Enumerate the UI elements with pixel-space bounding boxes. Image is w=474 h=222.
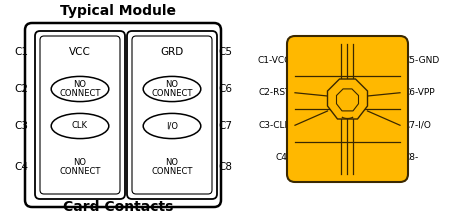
Text: GRD: GRD [160,47,183,57]
Text: C4-: C4- [276,153,291,162]
Text: Card Contacts: Card Contacts [63,200,173,214]
Ellipse shape [143,113,201,139]
Text: C1-VCC: C1-VCC [258,56,291,65]
Text: I/O: I/O [166,121,178,131]
Polygon shape [337,89,358,111]
FancyBboxPatch shape [35,31,125,199]
Ellipse shape [51,113,109,139]
Polygon shape [328,79,367,119]
Text: NO
CONNECT: NO CONNECT [151,158,193,176]
Text: C6-VPP: C6-VPP [404,88,436,97]
Text: C8-: C8- [404,153,419,162]
Text: C8: C8 [218,162,232,172]
Text: C7: C7 [218,121,232,131]
FancyBboxPatch shape [127,31,217,199]
FancyBboxPatch shape [40,36,120,194]
Text: NO
CONNECT: NO CONNECT [59,158,100,176]
Text: Typical Module: Typical Module [60,4,176,18]
Text: NO
CONNECT: NO CONNECT [151,80,193,98]
Text: C7-I/O: C7-I/O [404,121,432,130]
Text: C3-CLK: C3-CLK [259,121,291,130]
Text: C5-GND: C5-GND [404,56,440,65]
Text: VCC: VCC [69,47,91,57]
Text: C6: C6 [218,84,232,94]
Text: C4: C4 [14,162,28,172]
FancyBboxPatch shape [25,23,221,207]
FancyBboxPatch shape [287,36,408,182]
Text: C2: C2 [14,84,28,94]
Text: C2-RST: C2-RST [258,88,291,97]
Text: C5: C5 [218,47,232,57]
FancyBboxPatch shape [132,36,212,194]
Text: C3: C3 [14,121,28,131]
Text: NO
CONNECT: NO CONNECT [59,80,100,98]
Ellipse shape [143,76,201,102]
Text: CLK: CLK [72,121,88,131]
Ellipse shape [51,76,109,102]
Text: C1: C1 [14,47,28,57]
